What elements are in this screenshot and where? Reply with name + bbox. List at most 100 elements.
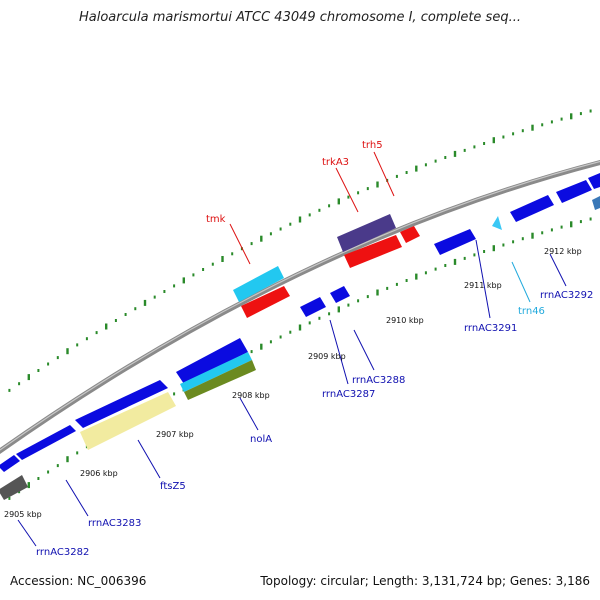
tick-mark: [579, 112, 582, 116]
gene-label-nolA[interactable]: nolA: [250, 434, 272, 445]
tick-mark: [589, 217, 592, 221]
tick-mark: [56, 464, 59, 468]
tick-mark: [405, 279, 408, 282]
gene-label-rrnAC3282[interactable]: rrnAC3282: [36, 547, 89, 558]
tick-mark: [347, 195, 350, 199]
gene-label-rrnAC3283[interactable]: rrnAC3283: [88, 518, 141, 529]
leader-trn46: [511, 261, 531, 303]
tick-mark: [453, 150, 457, 157]
tick-mark: [395, 282, 398, 286]
leader-rrnAC3288: [353, 329, 375, 371]
gene-label-tmk[interactable]: tmk: [206, 214, 226, 225]
tick-mark: [366, 295, 369, 299]
tick-mark: [289, 330, 292, 334]
tick-mark: [337, 306, 340, 313]
gene-label-rrnAC3288[interactable]: rrnAC3288: [352, 375, 405, 386]
map-title: Haloarcula marismortui ATCC 43049 chromo…: [79, 10, 521, 25]
feature-tmk[interactable]: [233, 266, 284, 302]
tick-mark: [405, 171, 408, 174]
tick-mark: [550, 228, 553, 232]
tick-mark: [473, 253, 476, 257]
feature-edge-gene[interactable]: [588, 173, 600, 189]
tick-mark: [260, 343, 263, 350]
tick-mark: [124, 313, 127, 316]
gene-label-rrnAC3291[interactable]: rrnAC3291: [464, 323, 517, 334]
tick-mark: [492, 245, 495, 252]
tick-mark: [47, 470, 50, 474]
scale-label: 2905 kbp: [4, 510, 42, 519]
tick-mark: [182, 277, 185, 284]
leader-rrnAC3283: [65, 479, 89, 517]
tick-mark: [269, 232, 272, 236]
gene-label-trh5[interactable]: trh5: [362, 140, 383, 151]
feature-rrnAC3283-grey[interactable]: [0, 475, 28, 500]
tick-mark: [483, 142, 486, 145]
leader-nolA: [239, 397, 259, 431]
feature-trn46[interactable]: [492, 216, 502, 230]
feature-trh5[interactable]: [400, 226, 420, 243]
feature-rrnAC3282[interactable]: [0, 455, 20, 472]
gene-label-ftsZ5[interactable]: ftsZ5: [160, 481, 186, 492]
tick-mark: [173, 392, 176, 396]
feature-rrnAC3283[interactable]: [16, 425, 76, 460]
feature-ftsZ5-block[interactable]: [75, 380, 168, 428]
tick-mark: [541, 123, 544, 127]
forward-strand-features: [0, 173, 600, 472]
tick-mark: [95, 331, 98, 335]
feature-rrnAC3287[interactable]: [300, 297, 326, 317]
feature-nolA-block[interactable]: [176, 338, 248, 384]
genome-summary-text: Topology: circular; Length: 3,131,724 bp…: [260, 574, 590, 588]
tick-mark: [328, 312, 331, 316]
tick-mark: [386, 286, 389, 290]
gene-label-rrnAC3292[interactable]: rrnAC3292: [540, 290, 593, 301]
tick-mark: [502, 135, 505, 139]
tick-mark: [318, 208, 321, 212]
tick-mark: [202, 268, 205, 271]
gene-labels: tmk trkA3 trh5 rrnAC3291 trn46 rrnAC3292…: [36, 140, 593, 558]
tick-mark: [570, 221, 573, 228]
tick-mark: [483, 250, 486, 253]
tick-mark: [250, 350, 253, 354]
feature-edge-gene-2[interactable]: [592, 196, 600, 210]
feature-nolA-olive[interactable]: [184, 360, 256, 400]
leader-rrnAC3287: [329, 319, 349, 385]
tick-mark: [463, 256, 466, 260]
scale-label: 2909 kbp: [308, 352, 346, 361]
leader-rrnAC3291: [475, 239, 491, 319]
gene-label-rrnAC3287[interactable]: rrnAC3287: [322, 389, 375, 400]
tick-mark: [531, 124, 534, 131]
scale-label: 2910 kbp: [386, 316, 424, 325]
tick-mark: [531, 232, 534, 239]
outer-tick-marks: [8, 109, 592, 392]
feature-rrnAC3291[interactable]: [434, 229, 476, 255]
feature-rrnAC3288[interactable]: [330, 286, 350, 303]
tick-mark: [298, 216, 302, 223]
tick-mark: [76, 451, 79, 455]
scale-label: 2908 kbp: [232, 391, 270, 400]
tick-mark: [434, 267, 437, 271]
feature-next-gene[interactable]: [556, 180, 592, 203]
tick-mark: [8, 388, 11, 392]
tick-mark: [105, 323, 108, 330]
tick-mark: [512, 240, 515, 244]
feature-nolA-cyan[interactable]: [180, 352, 252, 392]
tick-mark: [153, 295, 156, 299]
gene-label-trkA3[interactable]: trkA3: [322, 157, 349, 168]
leader-trh5: [373, 151, 395, 197]
feature-trkA3-red[interactable]: [344, 235, 402, 268]
inner-tick-marks: [8, 217, 592, 500]
tick-mark: [434, 159, 437, 163]
tick-mark: [463, 148, 466, 152]
gene-label-trn46[interactable]: trn46: [518, 306, 545, 317]
tick-mark: [308, 213, 311, 217]
feature-rrnAC3292[interactable]: [510, 195, 554, 222]
feature-trkA3[interactable]: [337, 214, 396, 252]
leader-tmk: [229, 223, 251, 265]
tick-mark: [492, 137, 495, 144]
feature-ftsZ5[interactable]: [80, 392, 176, 450]
tick-mark: [453, 258, 457, 265]
tick-mark: [18, 382, 21, 386]
tick-mark: [560, 117, 563, 121]
feature-tmk-red[interactable]: [241, 286, 290, 318]
